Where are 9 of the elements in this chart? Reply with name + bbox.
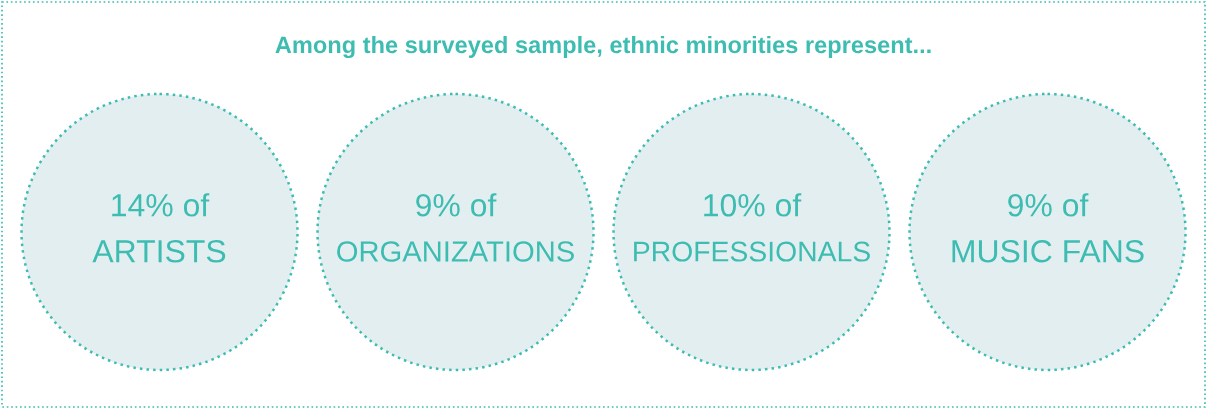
category-label: ARTISTS [92,239,226,263]
data-label: 14% of [112,193,210,217]
data-label: 10% of [704,193,802,217]
data-label: 9% of [416,193,497,217]
category-label: MUSIC FANS [952,239,1144,263]
text: Among the surveyed sample, ethnic minorities represent... [275,35,931,59]
category-label: ORGANIZATIONS [337,241,574,262]
category-label: PROFESSIONALS [634,241,870,262]
data-label: 9% of [1008,193,1089,217]
